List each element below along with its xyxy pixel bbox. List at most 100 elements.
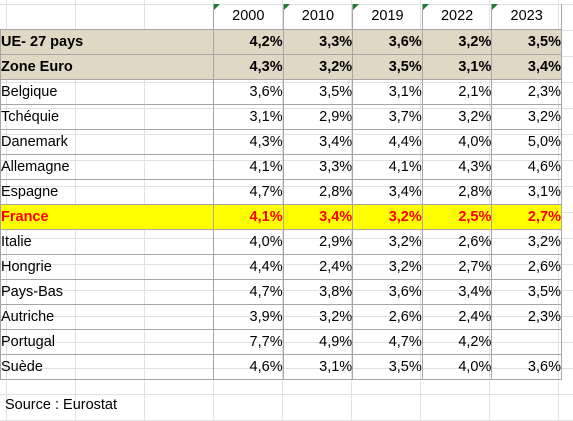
value-cell[interactable]: 3,4% — [282, 203, 354, 230]
value-cell[interactable]: 3,1% — [352, 78, 423, 105]
value-cell[interactable]: 4,4% — [213, 253, 284, 280]
value-cell[interactable]: 3,2% — [421, 28, 493, 55]
value-cell[interactable]: 3,2% — [282, 53, 354, 80]
row-label[interactable]: UE- 27 pays — [0, 28, 214, 55]
row-label[interactable]: Tchéquie — [0, 103, 214, 130]
value-cell[interactable]: 4,4% — [352, 128, 423, 155]
value-cell[interactable]: 4,6% — [213, 353, 284, 380]
data-table: 2000 2010 2019 2022 2023 UE- 27 pays 4,2%… — [0, 4, 562, 380]
value-cell[interactable]: 3,2% — [352, 203, 423, 230]
value-cell[interactable]: 2,6% — [491, 253, 562, 280]
value-cell[interactable]: 4,2% — [421, 328, 493, 355]
comment-marker-icon — [214, 4, 220, 10]
value-cell[interactable]: 2,9% — [282, 228, 354, 255]
value-cell[interactable]: 3,1% — [282, 353, 354, 380]
header-year-2022[interactable]: 2022 — [421, 4, 493, 30]
row-label[interactable]: Italie — [0, 228, 214, 255]
value-cell[interactable]: 2,8% — [421, 178, 493, 205]
value-cell[interactable]: 3,4% — [491, 53, 562, 80]
table-row: Zone Euro 4,3% 3,2% 3,5% 3,1% 3,4% — [0, 53, 562, 80]
row-label[interactable]: Hongrie — [0, 253, 214, 280]
row-label[interactable]: Portugal — [0, 328, 214, 355]
row-label[interactable]: Belgique — [0, 78, 214, 105]
row-label[interactable]: Zone Euro — [0, 53, 214, 80]
value-cell[interactable]: 4,0% — [421, 353, 493, 380]
value-cell[interactable]: 4,1% — [352, 153, 423, 180]
value-cell[interactable]: 3,1% — [491, 178, 562, 205]
row-label[interactable]: Suède — [0, 353, 214, 380]
value-cell[interactable] — [491, 328, 562, 355]
value-cell[interactable]: 7,7% — [213, 328, 284, 355]
value-cell[interactable]: 3,9% — [213, 303, 284, 330]
value-cell[interactable]: 2,6% — [352, 303, 423, 330]
value-cell[interactable]: 3,4% — [421, 278, 493, 305]
value-cell[interactable]: 3,2% — [491, 228, 562, 255]
value-cell[interactable]: 3,5% — [491, 28, 562, 55]
table-row: Danemark 4,3% 3,4% 4,4% 4,0% 5,0% — [0, 128, 562, 155]
row-label[interactable]: Autriche — [0, 303, 214, 330]
value-cell[interactable]: 4,3% — [421, 153, 493, 180]
value-cell[interactable]: 3,6% — [352, 278, 423, 305]
value-cell[interactable]: 4,1% — [213, 153, 284, 180]
value-cell[interactable]: 2,1% — [421, 78, 493, 105]
value-cell[interactable]: 4,9% — [282, 328, 354, 355]
value-cell[interactable]: 4,3% — [213, 128, 284, 155]
value-cell[interactable]: 3,1% — [421, 53, 493, 80]
value-cell[interactable]: 3,7% — [352, 103, 423, 130]
row-label[interactable]: France — [0, 203, 214, 230]
value-cell[interactable]: 2,3% — [491, 303, 562, 330]
value-cell[interactable]: 4,0% — [213, 228, 284, 255]
value-cell[interactable]: 2,5% — [421, 203, 493, 230]
value-cell[interactable]: 4,7% — [213, 278, 284, 305]
table-row: France 4,1% 3,4% 3,2% 2,5% 2,7% — [0, 203, 562, 230]
value-cell[interactable]: 3,5% — [491, 278, 562, 305]
value-cell[interactable]: 3,2% — [352, 228, 423, 255]
value-cell[interactable]: 3,4% — [282, 128, 354, 155]
value-cell[interactable]: 2,6% — [421, 228, 493, 255]
value-cell[interactable]: 5,0% — [491, 128, 562, 155]
value-cell[interactable]: 3,3% — [282, 153, 354, 180]
value-cell[interactable]: 3,1% — [213, 103, 284, 130]
value-cell[interactable]: 3,8% — [282, 278, 354, 305]
header-year-2023[interactable]: 2023 — [491, 4, 562, 30]
header-year-2010[interactable]: 2010 — [282, 4, 354, 30]
value-cell[interactable]: 3,6% — [213, 78, 284, 105]
value-cell[interactable]: 3,2% — [352, 253, 423, 280]
value-cell[interactable]: 3,2% — [491, 103, 562, 130]
value-cell[interactable]: 4,2% — [213, 28, 284, 55]
row-label[interactable]: Allemagne — [0, 153, 214, 180]
value-cell[interactable]: 3,3% — [282, 28, 354, 55]
value-cell[interactable]: 2,8% — [282, 178, 354, 205]
table-row: Hongrie 4,4% 2,4% 3,2% 2,7% 2,6% — [0, 253, 562, 280]
row-label[interactable]: Pays-Bas — [0, 278, 214, 305]
value-cell[interactable]: 2,7% — [491, 203, 562, 230]
value-cell[interactable]: 3,5% — [352, 53, 423, 80]
value-cell[interactable]: 2,4% — [421, 303, 493, 330]
table-row: Espagne 4,7% 2,8% 3,4% 2,8% 3,1% — [0, 178, 562, 205]
value-cell[interactable]: 2,7% — [421, 253, 493, 280]
value-cell[interactable]: 4,6% — [491, 153, 562, 180]
value-cell[interactable]: 2,9% — [282, 103, 354, 130]
value-cell[interactable]: 4,7% — [213, 178, 284, 205]
value-cell[interactable]: 4,3% — [213, 53, 284, 80]
row-label[interactable]: Espagne — [0, 178, 214, 205]
value-cell[interactable]: 4,7% — [352, 328, 423, 355]
header-year-2019[interactable]: 2019 — [352, 4, 423, 30]
row-label[interactable]: Danemark — [0, 128, 214, 155]
value-cell[interactable]: 3,6% — [491, 353, 562, 380]
value-cell[interactable]: 2,4% — [282, 253, 354, 280]
header-year-2000[interactable]: 2000 — [213, 4, 284, 30]
value-cell[interactable]: 3,6% — [352, 28, 423, 55]
value-cell[interactable]: 3,2% — [421, 103, 493, 130]
value-cell[interactable]: 4,0% — [421, 128, 493, 155]
value-cell[interactable]: 3,5% — [282, 78, 354, 105]
comment-marker-icon — [283, 4, 290, 10]
value-cell[interactable]: 3,5% — [352, 353, 423, 380]
value-cell[interactable]: 3,4% — [352, 178, 423, 205]
corner-cell[interactable] — [0, 4, 214, 30]
value-cell[interactable]: 2,3% — [491, 78, 562, 105]
comment-marker-icon — [422, 4, 429, 10]
value-cell[interactable]: 3,2% — [282, 303, 354, 330]
value-cell[interactable]: 4,1% — [213, 203, 284, 230]
table-row: Pays-Bas 4,7% 3,8% 3,6% 3,4% 3,5% — [0, 278, 562, 305]
